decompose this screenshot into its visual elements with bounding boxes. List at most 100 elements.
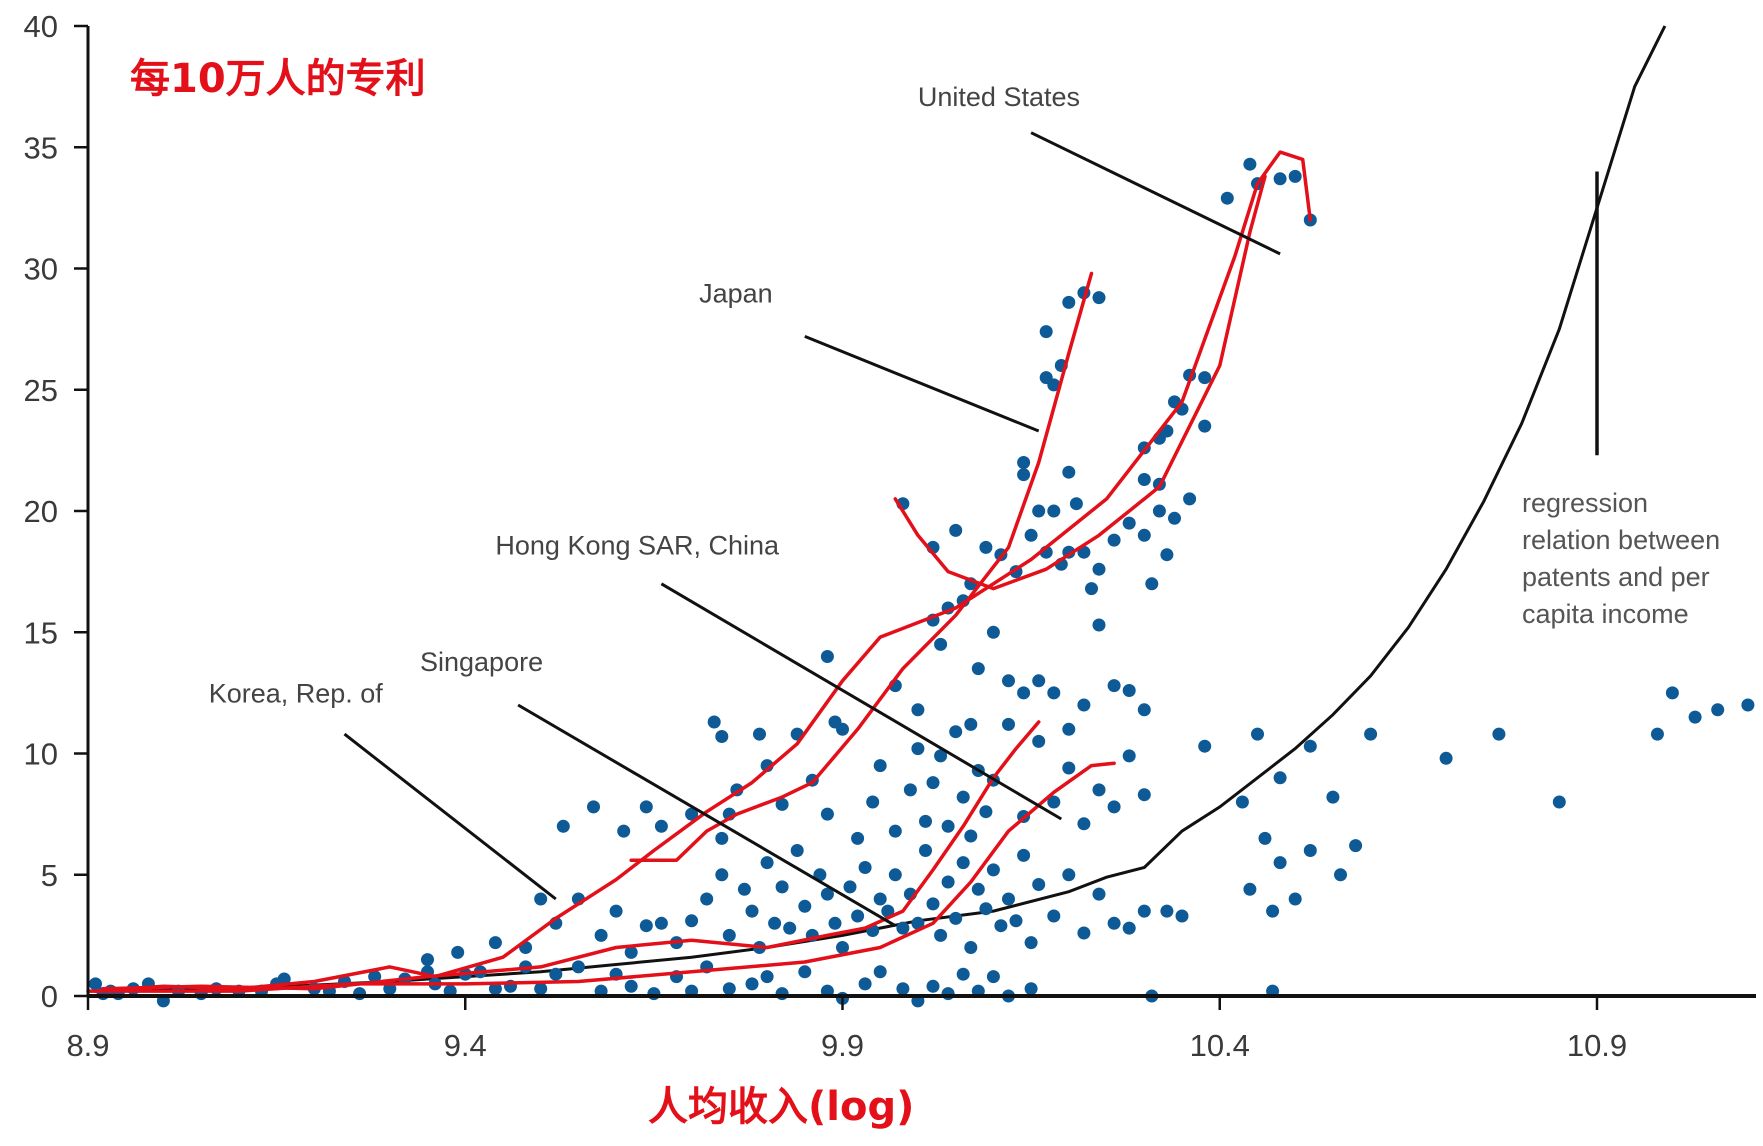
data-point — [1235, 795, 1249, 809]
data-point — [737, 882, 751, 896]
label-leader-lines — [343, 131, 1281, 927]
data-point — [896, 921, 910, 935]
data-point — [1288, 169, 1302, 183]
data-point — [1122, 749, 1136, 763]
data-point — [971, 662, 985, 676]
y-tick-label: 20 — [24, 494, 58, 529]
data-point — [1085, 582, 1098, 596]
data-point — [1122, 921, 1136, 935]
data-point — [919, 844, 932, 857]
data-point — [934, 928, 948, 942]
data-point — [1741, 698, 1755, 712]
data-point — [926, 897, 940, 911]
data-point — [1273, 172, 1287, 186]
data-point — [820, 807, 834, 821]
data-point — [1092, 562, 1106, 576]
data-point — [1017, 848, 1031, 862]
country-path — [629, 271, 1094, 862]
data-point — [1107, 916, 1121, 930]
data-point — [790, 844, 804, 857]
y-tick-label: 0 — [41, 979, 58, 1014]
data-point — [979, 540, 993, 554]
data-point — [1492, 727, 1506, 741]
data-point — [1160, 904, 1174, 918]
data-point — [858, 861, 872, 874]
data-point — [775, 880, 789, 894]
data-point — [715, 868, 729, 882]
data-point — [1160, 548, 1174, 562]
data-point — [1077, 817, 1091, 831]
chart-title-annotation: 每10万人的专利 — [130, 56, 426, 102]
data-point — [926, 776, 940, 790]
data-point — [1650, 727, 1664, 741]
data-point — [911, 703, 925, 717]
data-point — [1062, 465, 1076, 479]
data-point — [866, 795, 880, 809]
leader-line — [517, 703, 897, 927]
data-point — [820, 650, 834, 663]
y-tick-label: 10 — [24, 737, 58, 772]
data-point — [745, 904, 759, 918]
data-point — [1552, 795, 1566, 809]
data-point — [1251, 727, 1264, 741]
data-point — [903, 783, 917, 797]
data-point — [1364, 727, 1378, 741]
data-point — [1062, 722, 1076, 736]
data-point — [858, 977, 872, 991]
data-point — [1288, 892, 1302, 906]
data-point — [1334, 868, 1347, 882]
country-label: United States — [918, 82, 1080, 112]
data-point — [1137, 904, 1151, 918]
data-point — [1032, 674, 1046, 688]
data-point — [722, 982, 736, 996]
data-point — [956, 856, 970, 870]
data-point — [534, 892, 548, 906]
y-tick-label: 40 — [24, 9, 58, 44]
data-point — [1047, 909, 1061, 923]
data-point — [768, 916, 782, 930]
data-point — [700, 892, 714, 906]
data-point — [1032, 504, 1046, 518]
data-point — [1077, 926, 1091, 940]
regression-note-line-4: capita income — [1522, 599, 1689, 629]
data-point — [820, 887, 834, 901]
data-point — [89, 977, 102, 991]
data-point — [1198, 419, 1212, 433]
data-point — [1711, 703, 1725, 717]
data-point — [760, 856, 774, 870]
data-point — [1062, 868, 1076, 882]
y-tick-label: 35 — [24, 130, 58, 165]
data-point — [1107, 679, 1121, 693]
data-point — [549, 967, 563, 981]
data-point — [353, 987, 367, 1001]
data-point — [926, 979, 940, 993]
data-point — [873, 965, 887, 979]
scatter-points — [89, 157, 1755, 1008]
data-point — [775, 987, 789, 1001]
data-point — [1047, 795, 1061, 809]
data-point — [873, 759, 887, 773]
leader-line — [1030, 131, 1281, 256]
leader-line — [660, 582, 1063, 821]
data-point — [639, 919, 653, 933]
country-paths — [86, 150, 1313, 993]
data-point — [775, 797, 789, 811]
data-point — [1009, 914, 1023, 928]
country-label: Hong Kong SAR, China — [495, 531, 780, 561]
data-point — [851, 831, 865, 845]
data-point — [1107, 533, 1121, 547]
data-point — [488, 936, 502, 950]
data-point — [873, 892, 887, 906]
data-point — [745, 977, 759, 991]
data-point — [941, 875, 955, 889]
data-point — [488, 982, 502, 996]
data-point — [1198, 371, 1212, 385]
data-point — [843, 880, 857, 894]
data-point — [624, 945, 638, 959]
data-point — [911, 742, 925, 756]
y-tick-label: 30 — [24, 252, 58, 287]
data-point — [1092, 887, 1106, 901]
x-tick-label: 9.9 — [821, 1028, 864, 1063]
data-point — [986, 863, 1000, 877]
